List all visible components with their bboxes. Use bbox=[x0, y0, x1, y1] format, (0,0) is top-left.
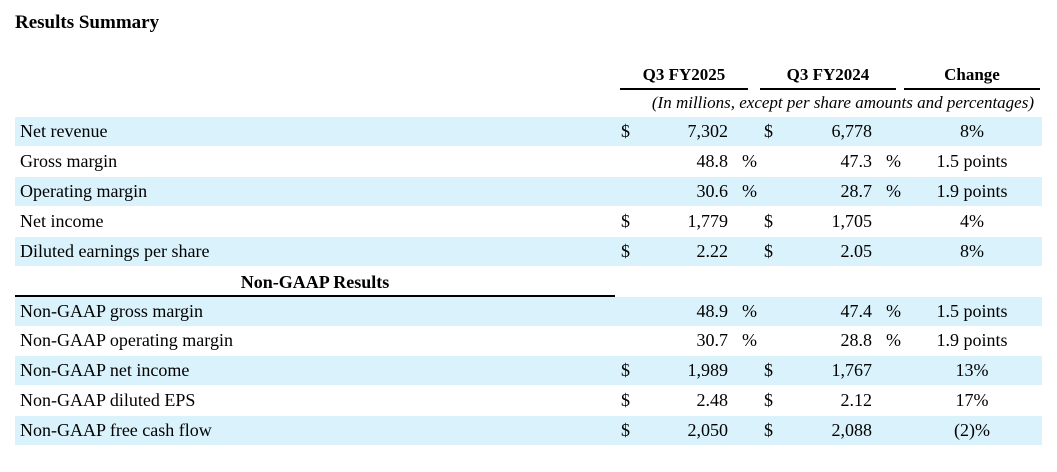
dollar-sign: $ bbox=[764, 390, 773, 410]
dollar-sign: $ bbox=[621, 121, 630, 141]
dollar-sign: $ bbox=[621, 420, 630, 440]
row-label: Non-GAAP operating margin bbox=[20, 330, 233, 350]
value-q3-fy2025: 2.22 bbox=[696, 241, 729, 261]
value-q3-fy2024: 2.05 bbox=[840, 241, 873, 261]
value-q3-fy2025: 1,779 bbox=[687, 211, 729, 231]
percent-sign: % bbox=[742, 181, 757, 201]
row-label: Diluted earnings per share bbox=[20, 241, 210, 261]
row-label: Net income bbox=[20, 211, 104, 231]
table-row: Non-GAAP operating margin 30.7 % 28.8 % … bbox=[15, 326, 1042, 355]
table-row: Non-GAAP net income $ 1,989 $ 1,767 13% bbox=[15, 356, 1042, 385]
value-q3-fy2024: 28.7 bbox=[840, 181, 873, 201]
value-change: (2)% bbox=[954, 420, 990, 440]
value-change: 4% bbox=[960, 211, 984, 231]
row-label: Gross margin bbox=[20, 151, 118, 171]
dollar-sign: $ bbox=[764, 211, 773, 231]
value-change: 17% bbox=[955, 390, 989, 410]
value-change: 8% bbox=[960, 121, 984, 141]
row-label: Non-GAAP net income bbox=[20, 360, 190, 380]
value-q3-fy2025: 7,302 bbox=[687, 121, 729, 141]
value-q3-fy2024: 1,767 bbox=[831, 360, 873, 380]
table-row: Non-GAAP diluted EPS $ 2.48 $ 2.12 17% bbox=[15, 386, 1042, 415]
table-row: Operating margin 30.6 % 28.7 % 1.9 point… bbox=[15, 177, 1042, 206]
column-header-q3-fy2024: Q3 FY2024 bbox=[760, 65, 896, 90]
dollar-sign: $ bbox=[764, 360, 773, 380]
document-title: Results Summary bbox=[15, 12, 160, 33]
table-row: Non-GAAP free cash flow $ 2,050 $ 2,088 … bbox=[15, 416, 1042, 445]
value-q3-fy2025: 30.6 bbox=[696, 181, 729, 201]
percent-sign: % bbox=[886, 151, 901, 171]
dollar-sign: $ bbox=[621, 360, 630, 380]
column-header-q3-fy2025: Q3 FY2025 bbox=[620, 65, 748, 90]
value-q3-fy2025: 1,989 bbox=[687, 360, 729, 380]
value-change: 8% bbox=[960, 241, 984, 261]
table-row: Diluted earnings per share $ 2.22 $ 2.05… bbox=[15, 237, 1042, 266]
percent-sign: % bbox=[742, 301, 757, 321]
percent-sign: % bbox=[886, 330, 901, 350]
table-row: Net income $ 1,779 $ 1,705 4% bbox=[15, 207, 1042, 236]
dollar-sign: $ bbox=[764, 420, 773, 440]
row-label: Non-GAAP gross margin bbox=[20, 301, 203, 321]
value-q3-fy2024: 1,705 bbox=[831, 211, 873, 231]
section-title-non-gaap: Non-GAAP Results bbox=[15, 271, 615, 297]
column-header-change: Change bbox=[904, 65, 1040, 90]
value-q3-fy2025: 48.8 bbox=[696, 151, 729, 171]
value-q3-fy2024: 6,778 bbox=[831, 121, 873, 141]
table-row: Gross margin 48.8 % 47.3 % 1.5 points bbox=[15, 147, 1042, 176]
value-q3-fy2025: 48.9 bbox=[696, 301, 729, 321]
units-note: (In millions, except per share amounts a… bbox=[651, 93, 1034, 112]
dollar-sign: $ bbox=[764, 121, 773, 141]
percent-sign: % bbox=[886, 181, 901, 201]
value-change: 1.5 points bbox=[936, 151, 1008, 171]
row-label: Operating margin bbox=[20, 181, 148, 201]
value-q3-fy2025: 30.7 bbox=[696, 330, 729, 350]
value-change: 1.9 points bbox=[936, 181, 1008, 201]
percent-sign: % bbox=[742, 151, 757, 171]
value-q3-fy2024: 47.4 bbox=[840, 301, 873, 321]
row-label: Non-GAAP diluted EPS bbox=[20, 390, 196, 410]
value-change: 1.5 points bbox=[936, 301, 1008, 321]
value-q3-fy2024: 2,088 bbox=[831, 420, 873, 440]
value-q3-fy2024: 28.8 bbox=[840, 330, 873, 350]
table-row: Net revenue $ 7,302 $ 6,778 8% bbox=[15, 117, 1042, 146]
percent-sign: % bbox=[742, 330, 757, 350]
row-label: Non-GAAP free cash flow bbox=[20, 420, 212, 440]
dollar-sign: $ bbox=[764, 241, 773, 261]
dollar-sign: $ bbox=[621, 241, 630, 261]
dollar-sign: $ bbox=[621, 211, 630, 231]
value-change: 13% bbox=[955, 360, 989, 380]
value-q3-fy2025: 2.48 bbox=[696, 390, 729, 410]
percent-sign: % bbox=[886, 301, 901, 321]
row-label: Net revenue bbox=[20, 121, 108, 141]
table-row: Non-GAAP gross margin 48.9 % 47.4 % 1.5 … bbox=[15, 297, 1042, 326]
dollar-sign: $ bbox=[621, 390, 630, 410]
value-q3-fy2024: 47.3 bbox=[840, 151, 873, 171]
value-q3-fy2024: 2.12 bbox=[840, 390, 873, 410]
value-q3-fy2025: 2,050 bbox=[687, 420, 729, 440]
value-change: 1.9 points bbox=[936, 330, 1008, 350]
